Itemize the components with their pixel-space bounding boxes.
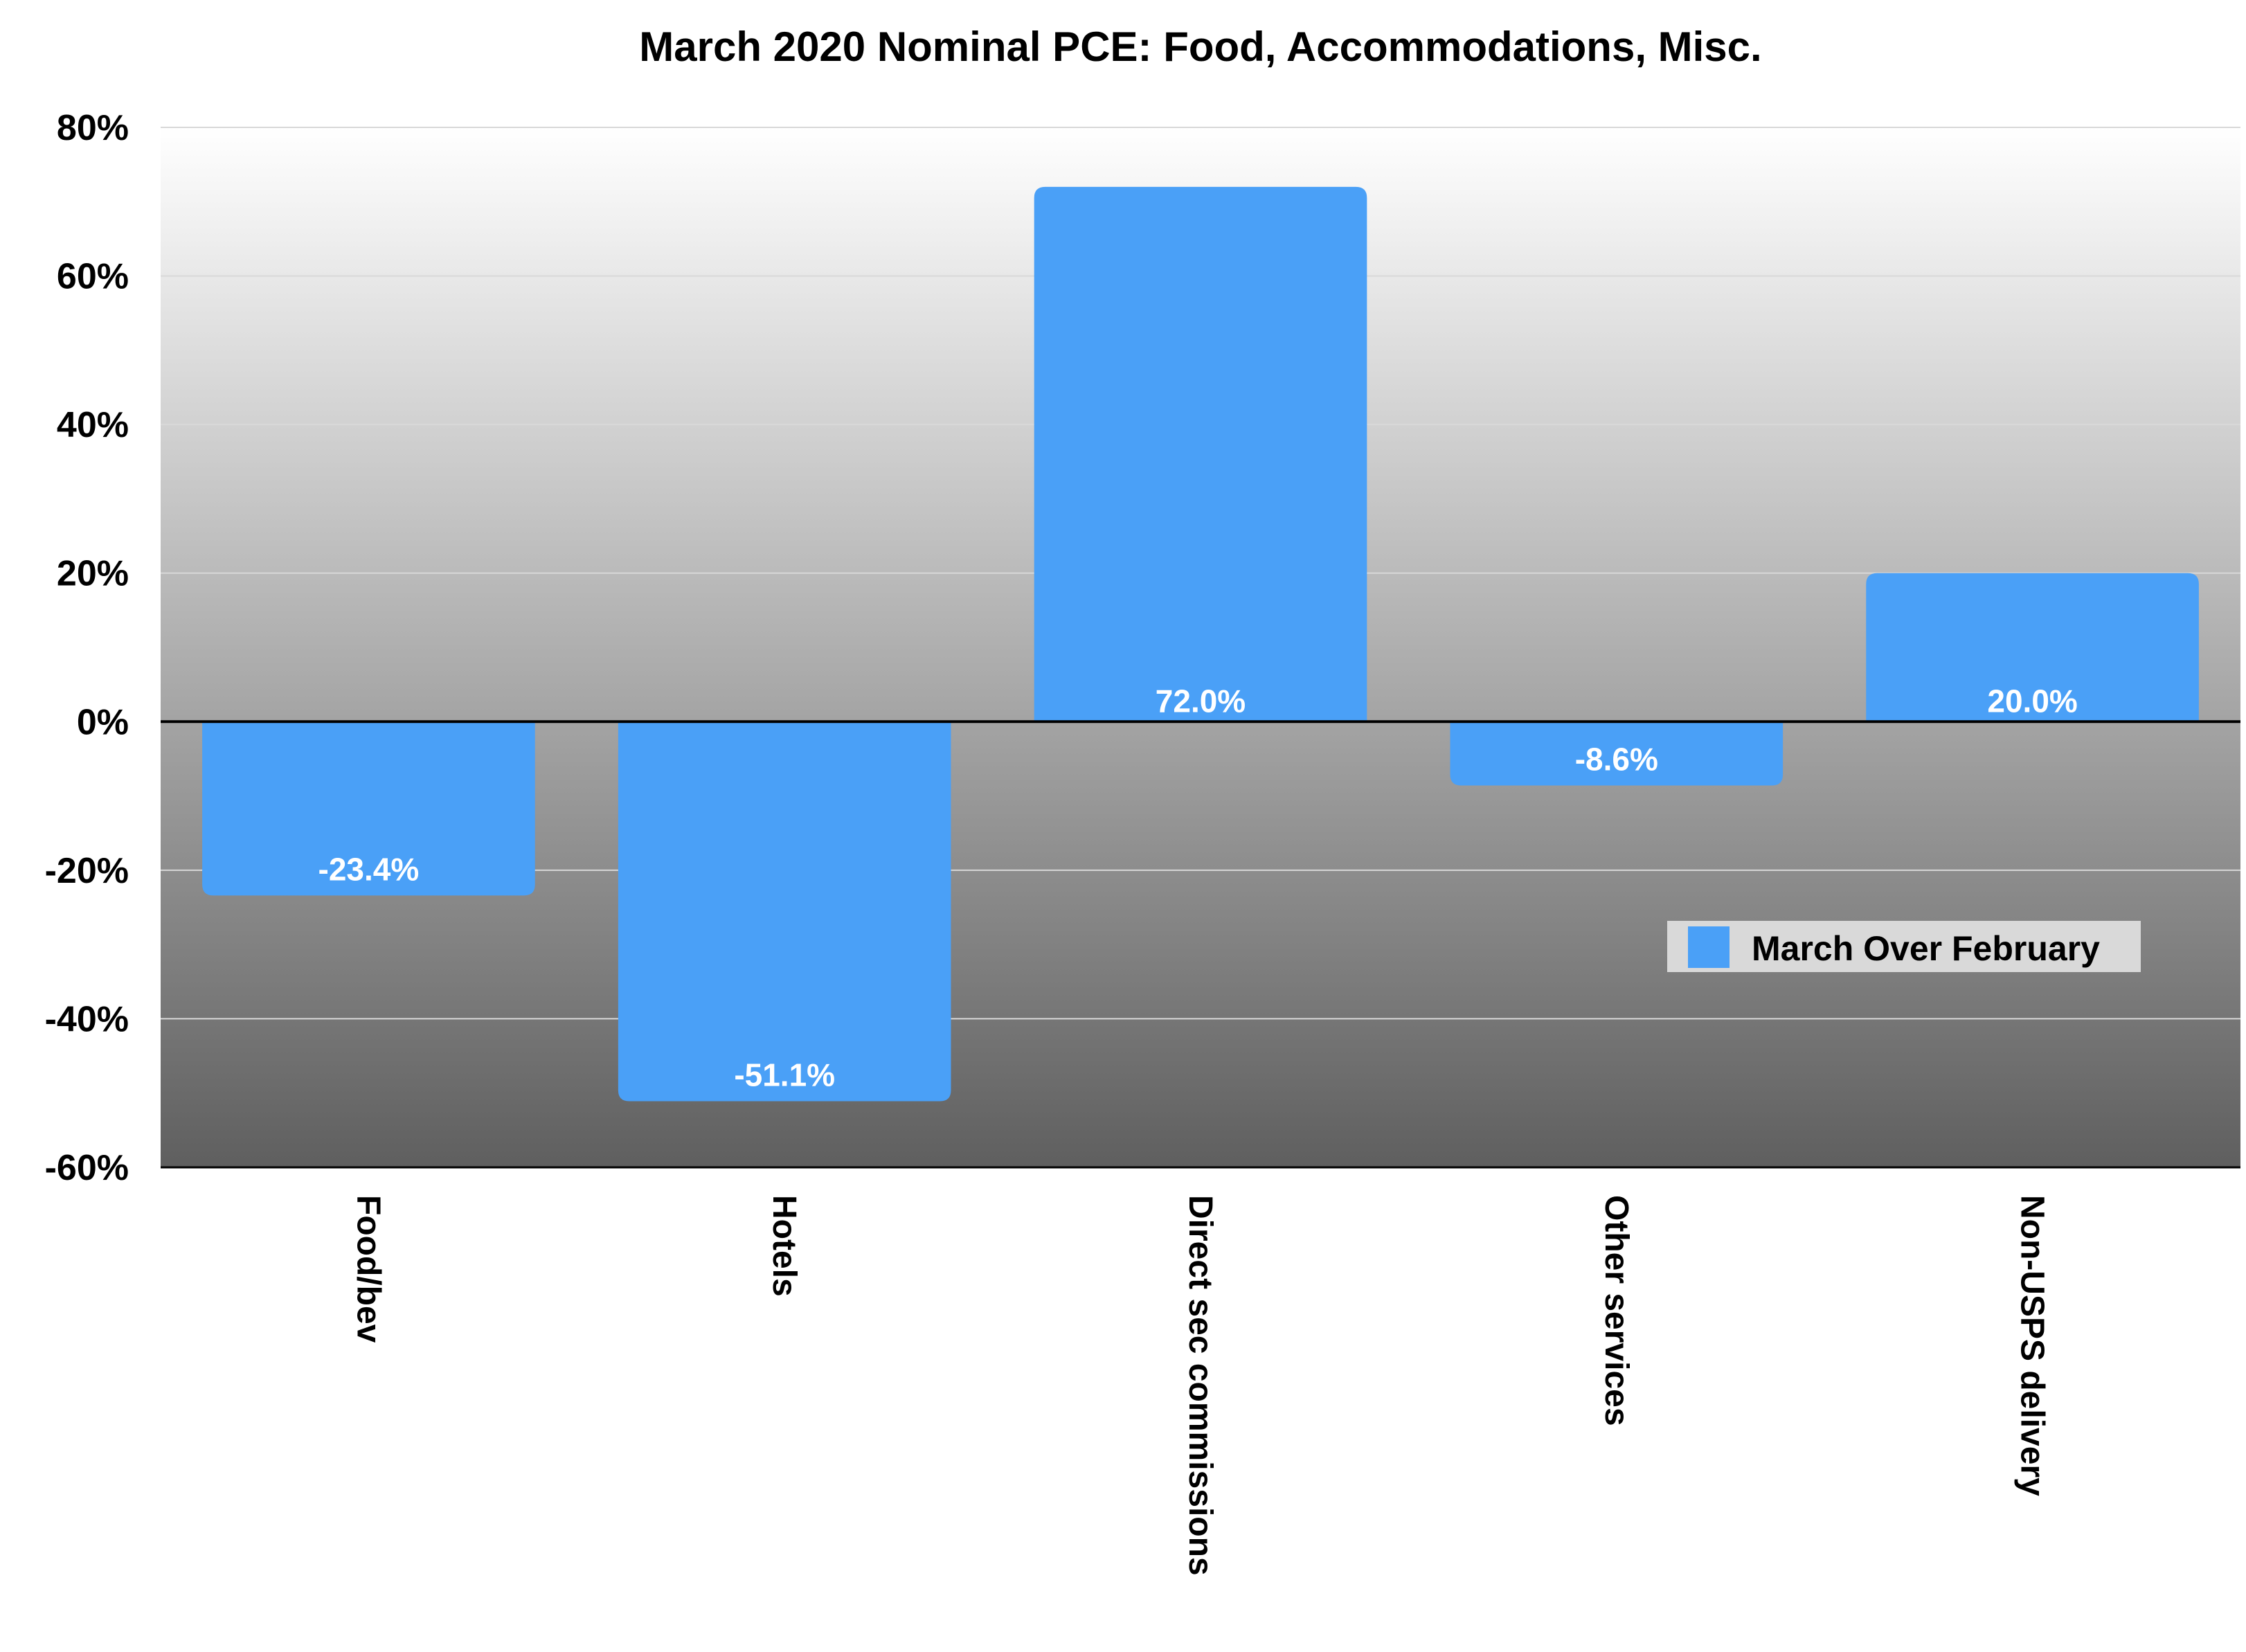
legend: March Over February	[1667, 921, 2141, 972]
data-label: 72.0%	[1156, 683, 1246, 719]
x-category-label: Food/bev	[350, 1195, 386, 1343]
bar	[1866, 573, 2199, 722]
bar	[202, 721, 535, 896]
y-tick-label: -60%	[45, 1148, 129, 1188]
x-category-label: Direct sec commissions	[1182, 1195, 1219, 1576]
data-label: -8.6%	[1575, 742, 1658, 778]
x-category-label: Non-USPS delivery	[2014, 1195, 2051, 1496]
y-tick-label: 80%	[57, 108, 129, 148]
data-labels: -23.4% -51.1% 72.0% -8.6% 20.0%	[318, 683, 2078, 1093]
y-tick-label: 40%	[57, 405, 129, 445]
bars	[202, 186, 2199, 1102]
legend-label: March Over February	[1752, 929, 2100, 968]
data-label: 20.0%	[1987, 683, 2077, 719]
y-tick-label: 0%	[77, 702, 129, 742]
data-label: -23.4%	[318, 851, 420, 887]
y-tick-label: -20%	[45, 851, 129, 891]
data-label: -51.1%	[734, 1057, 835, 1093]
bar	[1450, 721, 1784, 786]
y-axis-ticks: 80% 60% 40% 20% 0% -20% -40% -60%	[45, 108, 129, 1188]
bar	[618, 721, 951, 1102]
x-axis-categories: Food/bev Hotels Direct sec commissions Othe…	[350, 1195, 2050, 1576]
y-tick-label: 20%	[57, 554, 129, 594]
x-category-label: Hotels	[766, 1195, 802, 1297]
legend-background	[1667, 921, 2141, 972]
bar	[1034, 186, 1367, 722]
y-tick-label: 60%	[57, 257, 129, 297]
axes	[161, 720, 2240, 1169]
x-category-label: Other services	[1598, 1195, 1635, 1426]
legend-swatch	[1688, 926, 1730, 968]
y-tick-label: -40%	[45, 999, 129, 1039]
chart-title: March 2020 Nominal PCE: Food, Accommodat…	[639, 24, 1761, 70]
